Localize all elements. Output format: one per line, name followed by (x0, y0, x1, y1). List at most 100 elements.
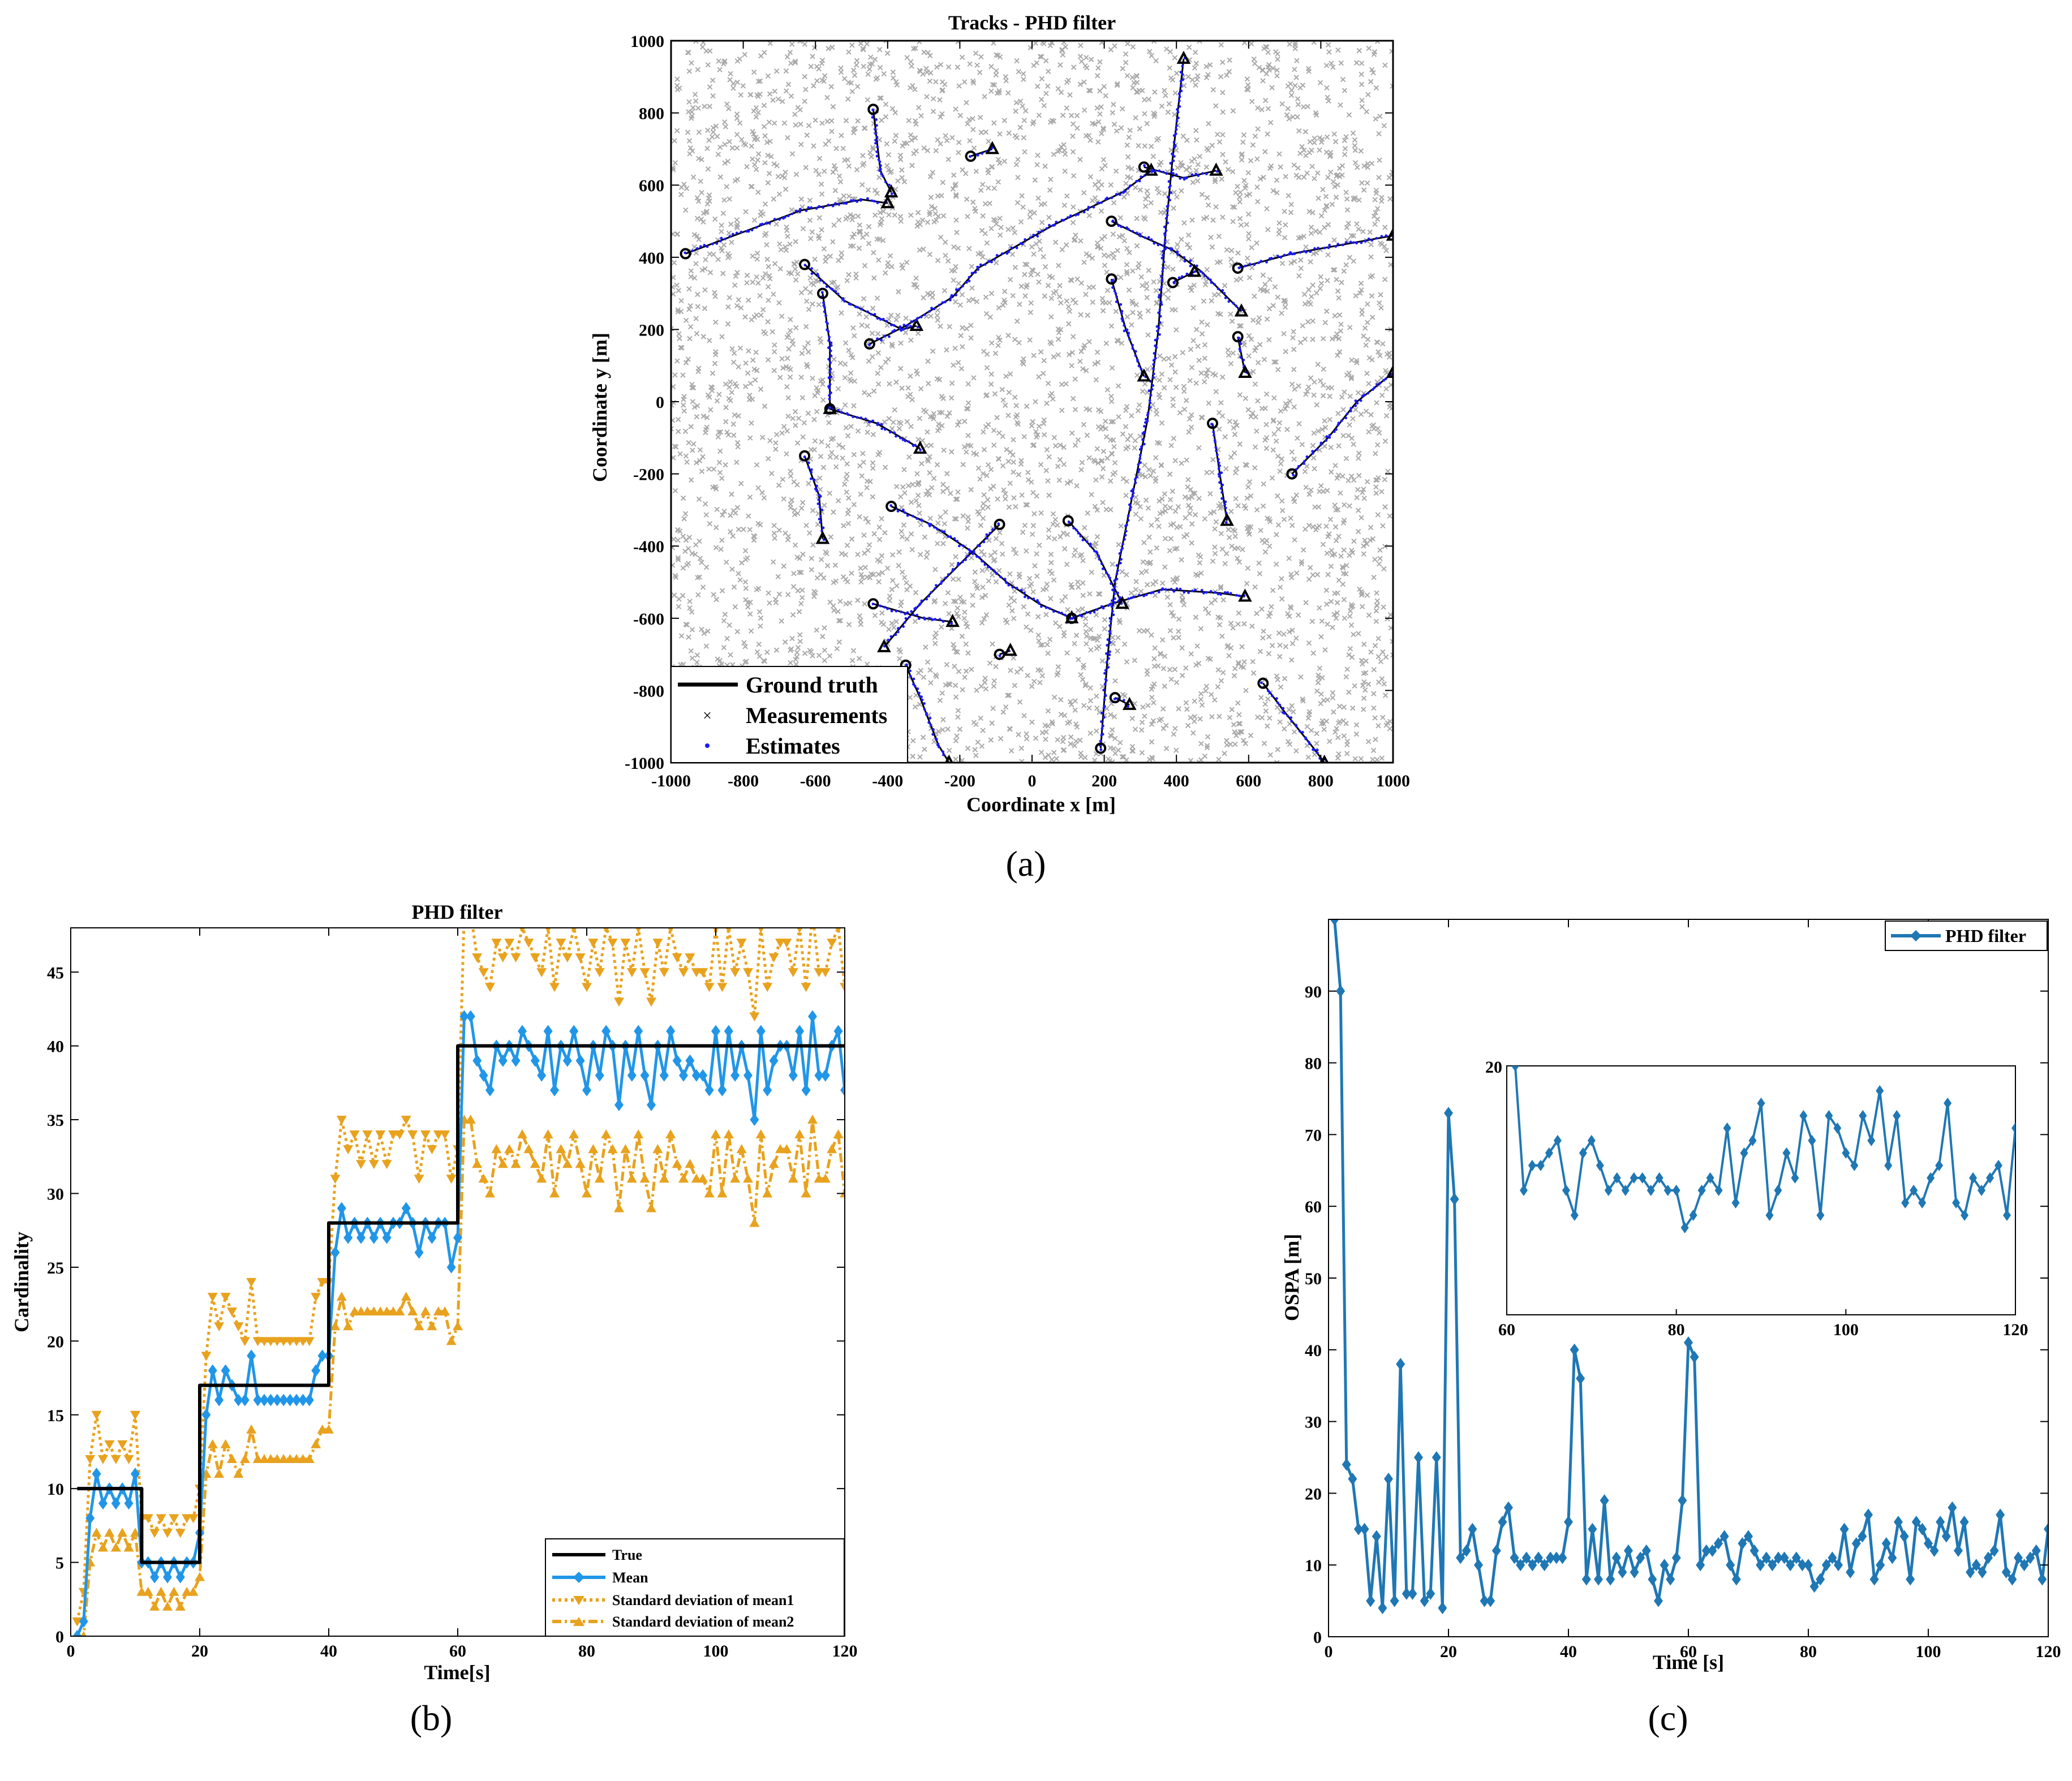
estimate-point (829, 354, 833, 358)
measurement-point (879, 216, 885, 222)
measurement-point (1025, 673, 1030, 678)
measurement-point (1359, 307, 1365, 313)
measurement-point (1336, 577, 1342, 583)
measurement-point (1100, 308, 1106, 313)
measurement-point (1344, 562, 1349, 569)
estimate-point (1183, 260, 1187, 263)
measurement-point (1382, 692, 1389, 698)
measurement-point (1140, 704, 1146, 710)
measurement-point (1215, 291, 1222, 297)
measurement-point (849, 657, 856, 664)
measurement-point (837, 179, 844, 184)
measurement-point (756, 653, 763, 659)
measurement-point (1263, 97, 1269, 104)
estimate-point (1029, 236, 1032, 239)
measurement-point (814, 78, 820, 84)
measurement-point (925, 458, 931, 464)
estimate-point (1232, 302, 1235, 305)
measurement-point (889, 106, 896, 111)
measurement-point (979, 549, 985, 554)
measurement-point (712, 360, 718, 367)
measurement-point (742, 644, 748, 649)
measurement-point (1168, 362, 1175, 368)
measurement-point (676, 604, 682, 609)
measurement-point (1007, 726, 1013, 732)
measurement-point (721, 61, 727, 67)
measurement-point (1043, 586, 1049, 592)
measurement-point (1054, 756, 1059, 762)
measurement-point (910, 738, 916, 743)
measurement-point (1110, 110, 1116, 115)
measurement-point (1232, 665, 1238, 672)
estimate-point (1128, 503, 1131, 506)
measurement-point (676, 287, 681, 294)
measurement-point (1176, 706, 1181, 712)
measurement-point (1111, 746, 1116, 752)
measurement-point (1230, 625, 1236, 631)
measurement-point (1036, 423, 1042, 429)
measurement-point (1236, 323, 1243, 329)
measurement-point (1006, 130, 1012, 136)
measurement-point (1119, 106, 1125, 112)
measurement-point (1145, 367, 1150, 372)
measurement-point (1133, 587, 1139, 592)
measurement-point (1340, 76, 1346, 83)
measurement-point (1282, 304, 1288, 310)
measurement-point (1295, 96, 1301, 102)
measurement-point (822, 647, 828, 653)
measurement-point (1151, 279, 1157, 285)
measurement-point (1107, 732, 1114, 738)
measurement-point (1202, 342, 1208, 348)
measurement-point (1154, 440, 1160, 446)
measurement-point (792, 266, 798, 272)
measurement-point (807, 290, 813, 295)
estimate-point (747, 230, 750, 233)
measurement-point (898, 365, 904, 372)
estimate-point (1127, 187, 1130, 190)
measurement-point (1044, 581, 1050, 587)
measurement-point (1007, 480, 1013, 486)
estimate-point (1154, 356, 1157, 360)
measurement-point (786, 270, 792, 276)
measurement-point (1232, 729, 1237, 735)
measurement-point (1343, 674, 1349, 680)
estimate-point (1136, 360, 1140, 363)
measurement-point (797, 639, 803, 644)
estimate-point (1327, 246, 1330, 249)
measurement-point (788, 61, 794, 66)
estimate-point (841, 298, 844, 301)
estimate-point (1104, 652, 1108, 655)
measurement-point (731, 350, 737, 356)
measurement-point (843, 601, 849, 607)
measurement-point (1061, 203, 1068, 208)
estimate-point (760, 222, 764, 226)
measurement-point (1205, 656, 1211, 661)
measurement-point (700, 584, 706, 590)
measurement-point (909, 397, 915, 403)
measurement-point (1287, 398, 1293, 404)
measurement-point (784, 451, 789, 457)
measurement-point (1383, 722, 1389, 728)
measurement-point (1245, 407, 1251, 412)
measurement-point (1123, 424, 1129, 429)
estimate-point (892, 324, 896, 327)
measurement-point (870, 465, 876, 471)
measurement-point (836, 217, 842, 223)
measurement-point (1344, 751, 1350, 756)
measurement-point (1088, 647, 1094, 653)
measurement-point (1173, 70, 1180, 76)
measurement-point (797, 569, 802, 575)
measurement-point (729, 346, 735, 352)
measurement-point (1104, 287, 1111, 294)
measurement-point (970, 127, 976, 132)
measurement-point (988, 226, 994, 231)
measurement-point (1260, 272, 1266, 278)
measurement-point (713, 597, 719, 603)
measurement-point (1341, 704, 1347, 710)
measurement-point (1237, 392, 1243, 398)
measurement-point (1279, 101, 1285, 107)
estimate-point (1116, 569, 1119, 572)
measurement-point (1277, 719, 1283, 725)
estimate-point (1177, 92, 1181, 95)
measurement-point (807, 217, 813, 223)
